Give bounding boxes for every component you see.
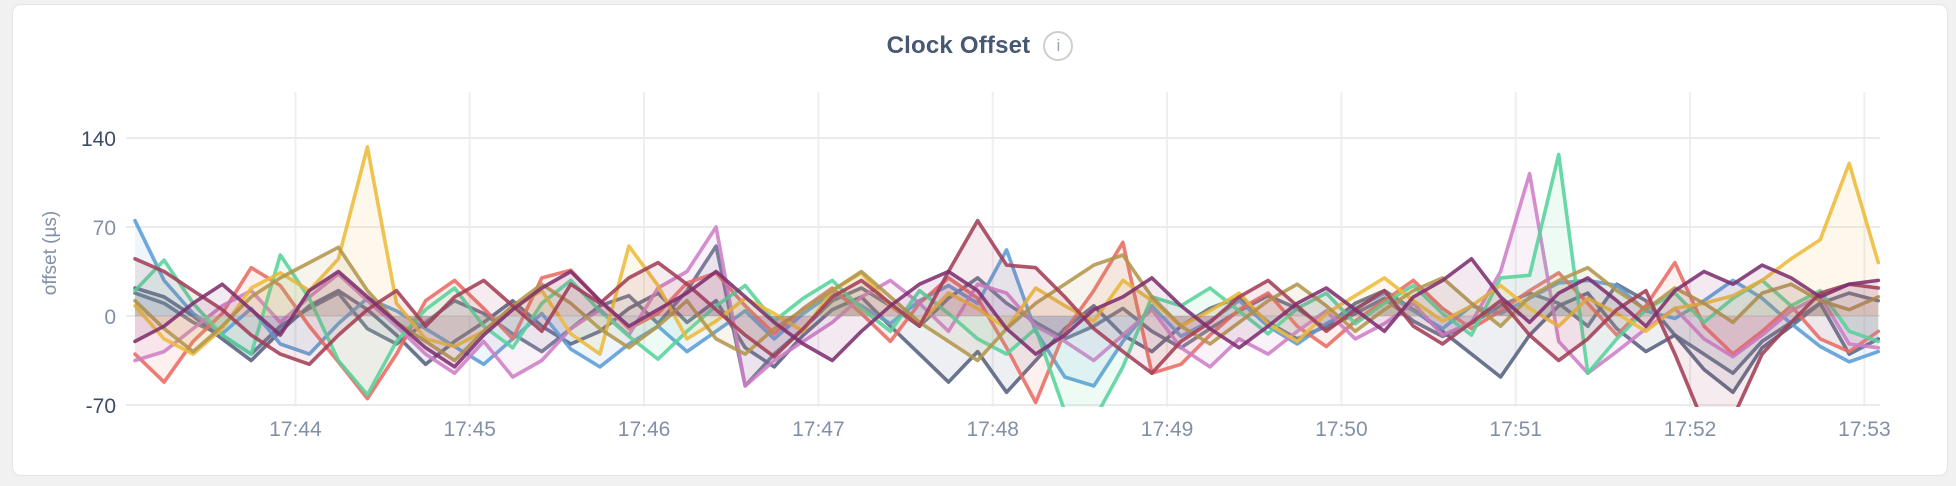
x-tick-label: 17:49 [1141, 418, 1194, 441]
node-blue-area [135, 220, 1879, 386]
node-coral-line [133, 240, 1881, 405]
series-lines [133, 145, 1881, 407]
y-tick-label: -70 [86, 395, 116, 418]
y-tick-label: 70 [93, 217, 116, 240]
node-maroon-area [135, 220, 1879, 407]
x-tick-label: 17:52 [1664, 418, 1717, 441]
x-axis: 17:44 17:45 17:46 17:47 17:48 17:49 17:50 17:51… [269, 418, 1891, 441]
node-navy-line [133, 286, 1881, 395]
y-axis-title: offset (µs) [40, 211, 61, 296]
y-axis: 140 70 0 -70 [81, 128, 116, 418]
node-slate-line [133, 244, 1881, 388]
gridlines [126, 92, 1880, 407]
node-slate-area [135, 246, 1879, 386]
y-tick-label: 0 [104, 306, 116, 329]
node-plum-line [133, 256, 1881, 369]
info-icon[interactable]: i [1043, 31, 1074, 61]
node-mint-area [135, 154, 1879, 407]
clock-offset-card: Clock Offset i [12, 4, 1948, 476]
x-tick-label: 17:53 [1838, 418, 1891, 441]
x-tick-label: 17:48 [966, 418, 1019, 441]
x-tick-label: 17:46 [618, 418, 671, 441]
y-tick-label: 140 [81, 128, 116, 151]
node-khaki-area [135, 247, 1879, 361]
node-blue-line [133, 218, 1881, 388]
x-tick-label: 17:45 [443, 418, 496, 441]
x-tick-label: 17:51 [1489, 418, 1542, 441]
node-navy-area [135, 288, 1879, 393]
x-tick-label: 17:44 [269, 418, 322, 441]
node-maroon-line [133, 218, 1881, 407]
x-tick-label: 17:50 [1315, 418, 1368, 441]
x-tick-label: 17:47 [792, 418, 845, 441]
node-mint-line [133, 152, 1881, 407]
node-plum-area [135, 258, 1879, 367]
